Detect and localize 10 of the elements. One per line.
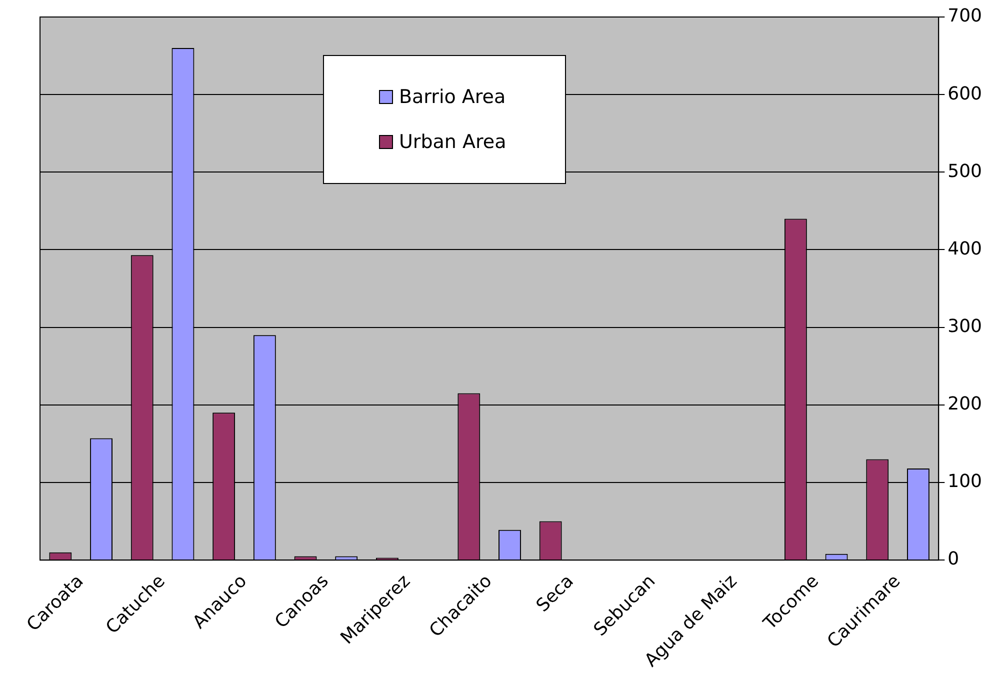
legend-label: Urban Area (399, 131, 506, 154)
legend-label: Barrio Area (399, 86, 506, 108)
y-tick-label: 100 (948, 471, 982, 492)
y-tick-label: 600 (948, 83, 982, 104)
y-tick-label: 400 (948, 238, 982, 260)
y-tick-label: 200 (948, 394, 982, 415)
y-tick-label: 700 (948, 6, 982, 27)
y-tick-label: 0 (948, 548, 960, 570)
y-tick-label: 500 (948, 160, 982, 182)
y-tick-label: 300 (948, 316, 982, 337)
